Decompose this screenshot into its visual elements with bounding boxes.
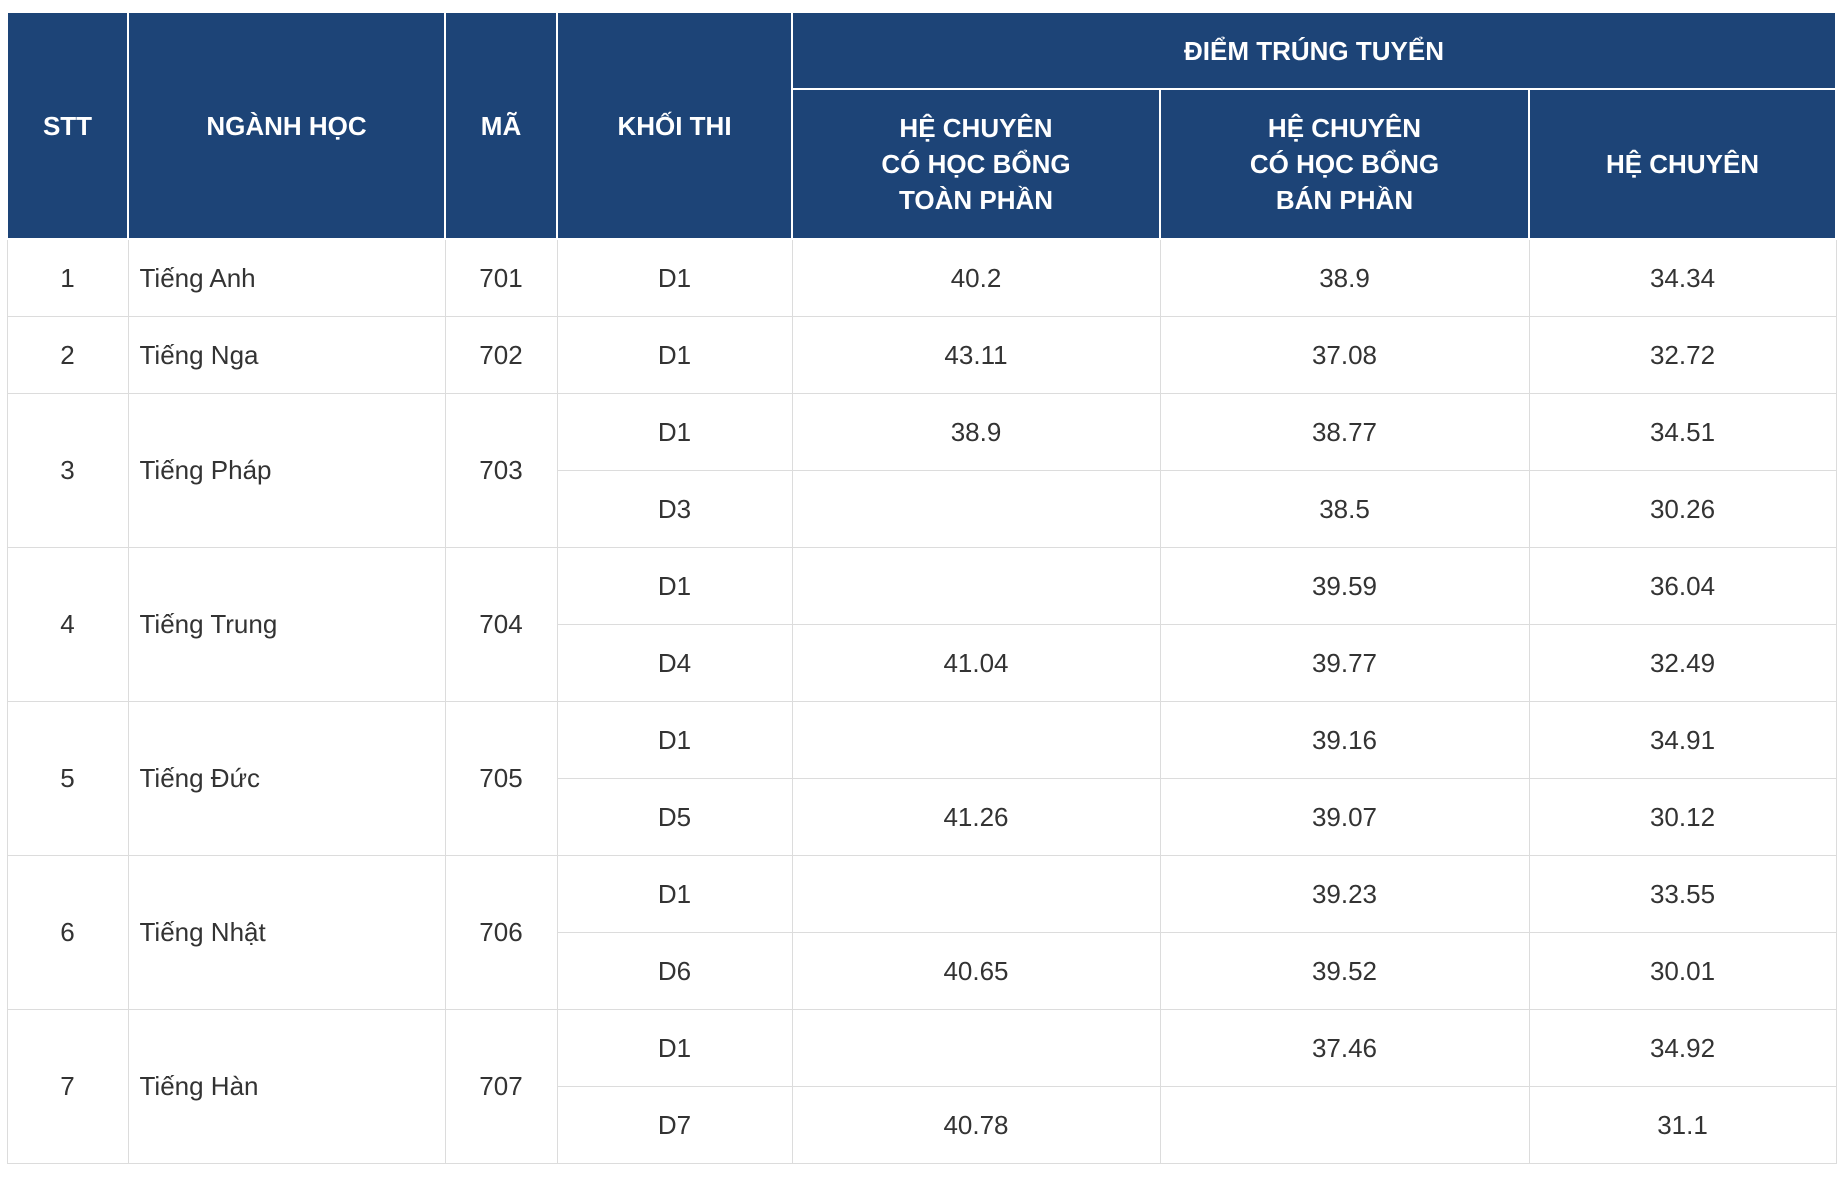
score-cell: 38.9 (791, 393, 1161, 471)
score-cell: 41.26 (791, 778, 1161, 856)
score-cell: 32.49 (1528, 624, 1837, 702)
code-cell: 701 (444, 238, 558, 317)
score-cell: 34.91 (1528, 701, 1837, 779)
stt-cell: 4 (6, 547, 129, 702)
score-cell: 38.77 (1159, 393, 1530, 471)
stt-cell: 3 (6, 393, 129, 548)
table-row: 2 Tiếng Nga 702 D1 43.11 37.08 32.72 (6, 316, 1837, 394)
table-row: 3 Tiếng Pháp 703 D1 38.9 38.77 34.51 (6, 393, 1837, 548)
table-row: D5 41.26 39.07 30.12 (7, 778, 1837, 856)
table-header: STT NGÀNH HỌC MÃ KHỐI THI ĐIỂM TRÚNG TUY… (6, 11, 1838, 240)
major-cell: Tiếng Nhật (127, 855, 446, 1010)
header-cell: HỆ CHUYÊN (1527, 88, 1838, 240)
score-cell: 43.11 (791, 316, 1161, 394)
score-cell (791, 1009, 1161, 1087)
score-cell: 31.1 (1528, 1086, 1837, 1164)
score-cell: 37.46 (1159, 1009, 1530, 1087)
major-cell: Tiếng Đức (127, 701, 446, 856)
score-cell: 38.5 (1159, 470, 1530, 548)
score-cell: 40.65 (791, 932, 1161, 1010)
header-group: ĐIỂM TRÚNG TUYỂN (790, 11, 1838, 90)
code-cell: 703 (444, 393, 558, 548)
major-cell: Tiếng Pháp (127, 393, 446, 548)
block-cell: D1 (556, 547, 793, 625)
code-cell: 705 (444, 701, 558, 856)
header-cell: HỆ CHUYÊN CÓ HỌC BỔNG BÁN PHẦN (1159, 88, 1530, 240)
header-cell: NGÀNH HỌC (127, 11, 446, 240)
stt-cell: 6 (6, 855, 129, 1010)
stt-cell: 5 (6, 701, 129, 856)
score-cell (791, 701, 1161, 779)
score-cell: 34.92 (1528, 1009, 1837, 1087)
table-body: 1 Tiếng Anh 701 D1 40.2 38.9 34.34 2 Tiếng Nga 70… (6, 238, 1837, 1164)
score-cell: 30.12 (1528, 778, 1837, 856)
major-cell: Tiếng Nga (127, 316, 446, 394)
stt-cell: 7 (6, 1009, 129, 1164)
score-cell: 41.04 (791, 624, 1161, 702)
score-cell: 39.59 (1159, 547, 1530, 625)
block-cell: D1 (556, 393, 793, 471)
score-cell (791, 547, 1161, 625)
score-cell (791, 470, 1161, 548)
table-row: 7 Tiếng Hàn 707 D1 37.46 34.92 (6, 1009, 1837, 1164)
block-cell: D1 (556, 701, 793, 779)
score-cell (1159, 1086, 1530, 1164)
score-table: STT NGÀNH HỌC MÃ KHỐI THI ĐIỂM TRÚNG TUY… (6, 11, 1838, 1164)
table-row: 6 Tiếng Nhật 706 D1 39.23 33.55 (6, 855, 1837, 1010)
header-cell: HỆ CHUYÊN CÓ HỌC BỔNG TOÀN PHẦN (791, 88, 1161, 240)
table-row: 5 Tiếng Đức 705 D1 39.16 34.91 (6, 701, 1837, 856)
code-cell: 707 (444, 1009, 558, 1164)
header-cell: STT (6, 11, 129, 240)
score-cell: 36.04 (1528, 547, 1837, 625)
score-cell: 40.78 (791, 1086, 1161, 1164)
header-cell: MÃ (444, 11, 558, 240)
code-cell: 706 (444, 855, 558, 1010)
header-cell: KHỐI THI (556, 11, 793, 240)
major-cell: Tiếng Hàn (127, 1009, 446, 1164)
score-cell: 39.77 (1159, 624, 1530, 702)
table-row: 4 Tiếng Trung 704 D1 39.59 36.04 (6, 547, 1837, 702)
block-cell: D6 (556, 932, 793, 1010)
table-row: D6 40.65 39.52 30.01 (7, 932, 1837, 1010)
score-cell: 37.08 (1159, 316, 1530, 394)
block-cell: D5 (556, 778, 793, 856)
stt-cell: 1 (6, 238, 129, 317)
score-cell: 39.52 (1159, 932, 1530, 1010)
block-cell: D1 (556, 238, 793, 317)
score-cell: 39.23 (1159, 855, 1530, 933)
block-cell: D7 (556, 1086, 793, 1164)
code-cell: 704 (444, 547, 558, 702)
stt-cell: 2 (6, 316, 129, 394)
score-cell: 33.55 (1528, 855, 1837, 933)
score-cell: 30.26 (1528, 470, 1837, 548)
block-cell: D1 (556, 855, 793, 933)
table-row: 1 Tiếng Anh 701 D1 40.2 38.9 34.34 (6, 238, 1837, 317)
major-cell: Tiếng Trung (127, 547, 446, 702)
block-cell: D1 (556, 1009, 793, 1087)
score-cell: 40.2 (791, 238, 1161, 317)
code-cell: 702 (444, 316, 558, 394)
score-cell: 32.72 (1528, 316, 1837, 394)
score-cell: 34.51 (1528, 393, 1837, 471)
block-cell: D4 (556, 624, 793, 702)
score-cell (791, 855, 1161, 933)
score-cell: 39.07 (1159, 778, 1530, 856)
score-cell: 30.01 (1528, 932, 1837, 1010)
block-cell: D3 (556, 470, 793, 548)
score-cell: 34.34 (1528, 238, 1837, 317)
block-cell: D1 (556, 316, 793, 394)
table-row: D7 40.78 31.1 (7, 1086, 1837, 1164)
major-cell: Tiếng Anh (127, 238, 446, 317)
score-cell: 38.9 (1159, 238, 1530, 317)
table-row: D4 41.04 39.77 32.49 (7, 624, 1837, 702)
score-cell: 39.16 (1159, 701, 1530, 779)
